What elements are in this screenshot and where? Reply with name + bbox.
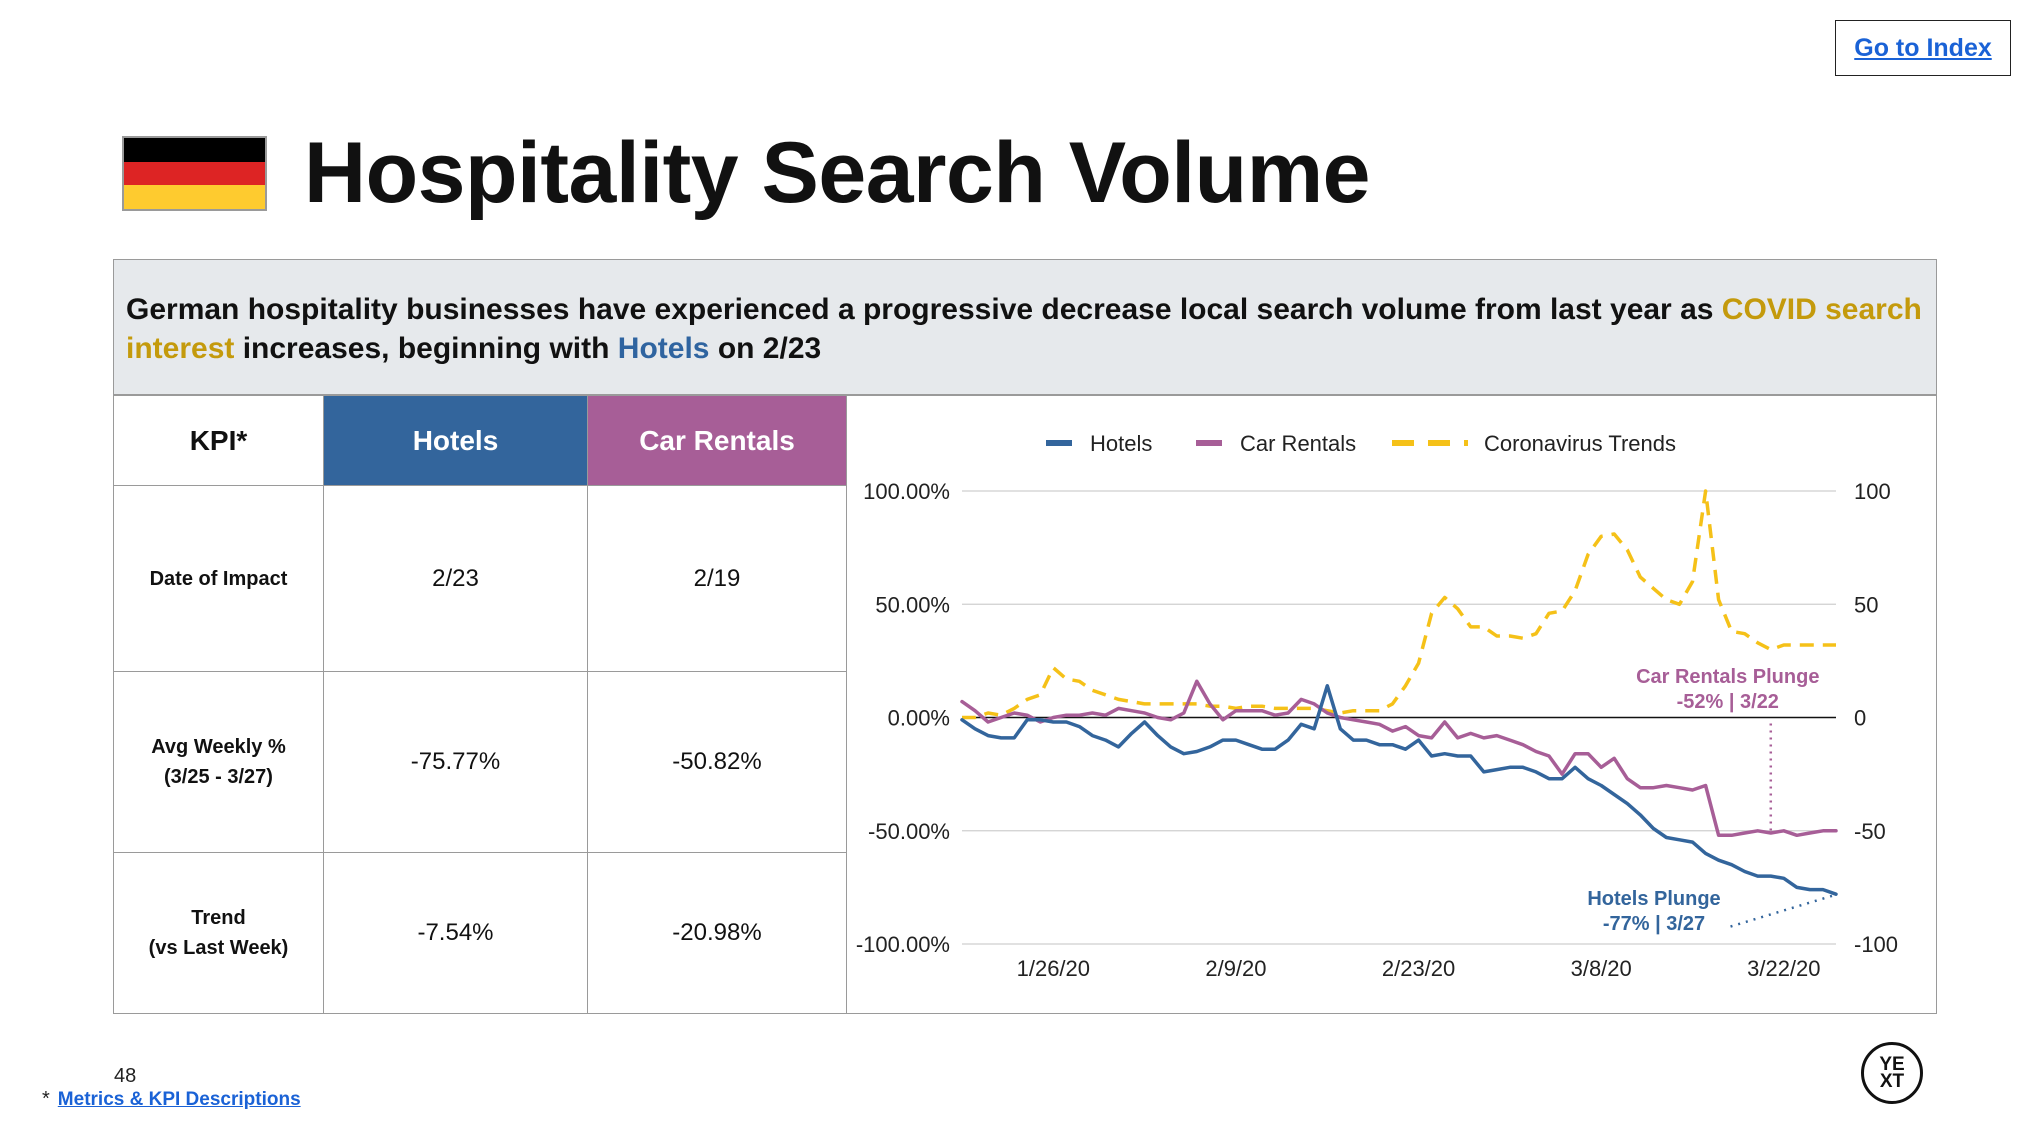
summary-banner: German hospitality businesses have exper… xyxy=(113,259,1937,395)
legend-label: Hotels xyxy=(1090,431,1152,456)
header-hotels: Hotels xyxy=(323,395,588,486)
y-tick-label-right: 100 xyxy=(1854,479,1891,504)
summary-covid-highlight: COVID search interest xyxy=(126,293,1922,365)
y-tick-label-left: 50.00% xyxy=(875,592,950,617)
x-tick-label: 3/8/20 xyxy=(1571,956,1632,981)
summary-text: German hospitality businesses have exper… xyxy=(126,293,1722,326)
series-line-hotels xyxy=(960,684,1838,896)
y-tick-label-right: -50 xyxy=(1854,819,1886,844)
car-rentals-cell: -50.82% xyxy=(587,671,847,853)
table-header-row: KPI* Hotels Car Rentals xyxy=(113,395,847,486)
annotation-detail: -77% | 3/27 xyxy=(1603,913,1705,935)
page-number: 48 xyxy=(114,1065,137,1087)
footnote: * Metrics & KPI Descriptions xyxy=(42,1088,301,1110)
y-tick-label-left: 0.00% xyxy=(888,706,950,731)
y-tick-label-right: 0 xyxy=(1854,706,1866,731)
annotation-title: Hotels Plunge xyxy=(1587,888,1720,910)
table-row: Date of Impact 2/23 2/19 xyxy=(113,485,847,672)
header-kpi: KPI* xyxy=(113,395,324,486)
y-tick-label-left: 100.00% xyxy=(863,479,950,504)
go-to-index-link[interactable]: Go to Index xyxy=(1835,20,2011,76)
summary-text: increases, beginning with xyxy=(234,332,618,365)
x-tick-label: 1/26/20 xyxy=(1017,956,1090,981)
annotation-leader xyxy=(1725,894,1833,930)
summary-text: on 2/23 xyxy=(709,332,822,365)
chart-panel: 100.00% 100 50.00% 50 0.00% 0 -50.00% -50 -100.0… xyxy=(846,395,1937,1014)
hotels-cell: -75.77% xyxy=(323,671,588,853)
hotels-cell: 2/23 xyxy=(323,485,588,672)
annotation-detail: -52% | 3/22 xyxy=(1677,691,1779,713)
legend-label: Coronavirus Trends xyxy=(1484,431,1676,456)
car-rentals-cell: 2/19 xyxy=(587,485,847,672)
y-tick-label-left: -100.00% xyxy=(856,932,950,957)
annotation-title: Car Rentals Plunge xyxy=(1636,666,1819,688)
y-tick-label-right: -100 xyxy=(1854,932,1898,957)
series-line-coronavirus-trends xyxy=(962,489,1836,720)
legend-label: Car Rentals xyxy=(1240,431,1356,456)
table-row: Trend (vs Last Week) -7.54% -20.98% xyxy=(113,852,847,1014)
x-tick-label: 2/23/20 xyxy=(1382,956,1455,981)
germany-flag-icon xyxy=(122,136,267,211)
x-tick-label: 2/9/20 xyxy=(1205,956,1266,981)
row-label: Date of Impact xyxy=(113,485,324,672)
header-car-rentals: Car Rentals xyxy=(587,395,847,486)
car-rentals-cell: -20.98% xyxy=(587,852,847,1014)
row-label: Avg Weekly % (3/25 - 3/27) xyxy=(113,671,324,853)
page-title: Hospitality Search Volume xyxy=(304,125,1371,221)
y-tick-label-right: 50 xyxy=(1854,592,1878,617)
row-label: Trend (vs Last Week) xyxy=(113,852,324,1014)
table-row: Avg Weekly % (3/25 - 3/27) -75.77% -50.82… xyxy=(113,671,847,853)
y-tick-label-left: -50.00% xyxy=(868,819,950,844)
yext-logo: YE XT xyxy=(1861,1042,1923,1104)
metrics-kpi-descriptions-link[interactable]: Metrics & KPI Descriptions xyxy=(57,1089,301,1110)
kpi-table: KPI* Hotels Car Rentals Date of Impact 2… xyxy=(113,395,847,1014)
hotels-cell: -7.54% xyxy=(323,852,588,1014)
line-chart: 100.00% 100 50.00% 50 0.00% 0 -50.00% -50 -100.0… xyxy=(856,431,1898,981)
series-line-car-rentals xyxy=(960,679,1838,838)
summary-hotels-highlight: Hotels xyxy=(617,332,710,365)
x-tick-label: 3/22/20 xyxy=(1747,956,1820,981)
